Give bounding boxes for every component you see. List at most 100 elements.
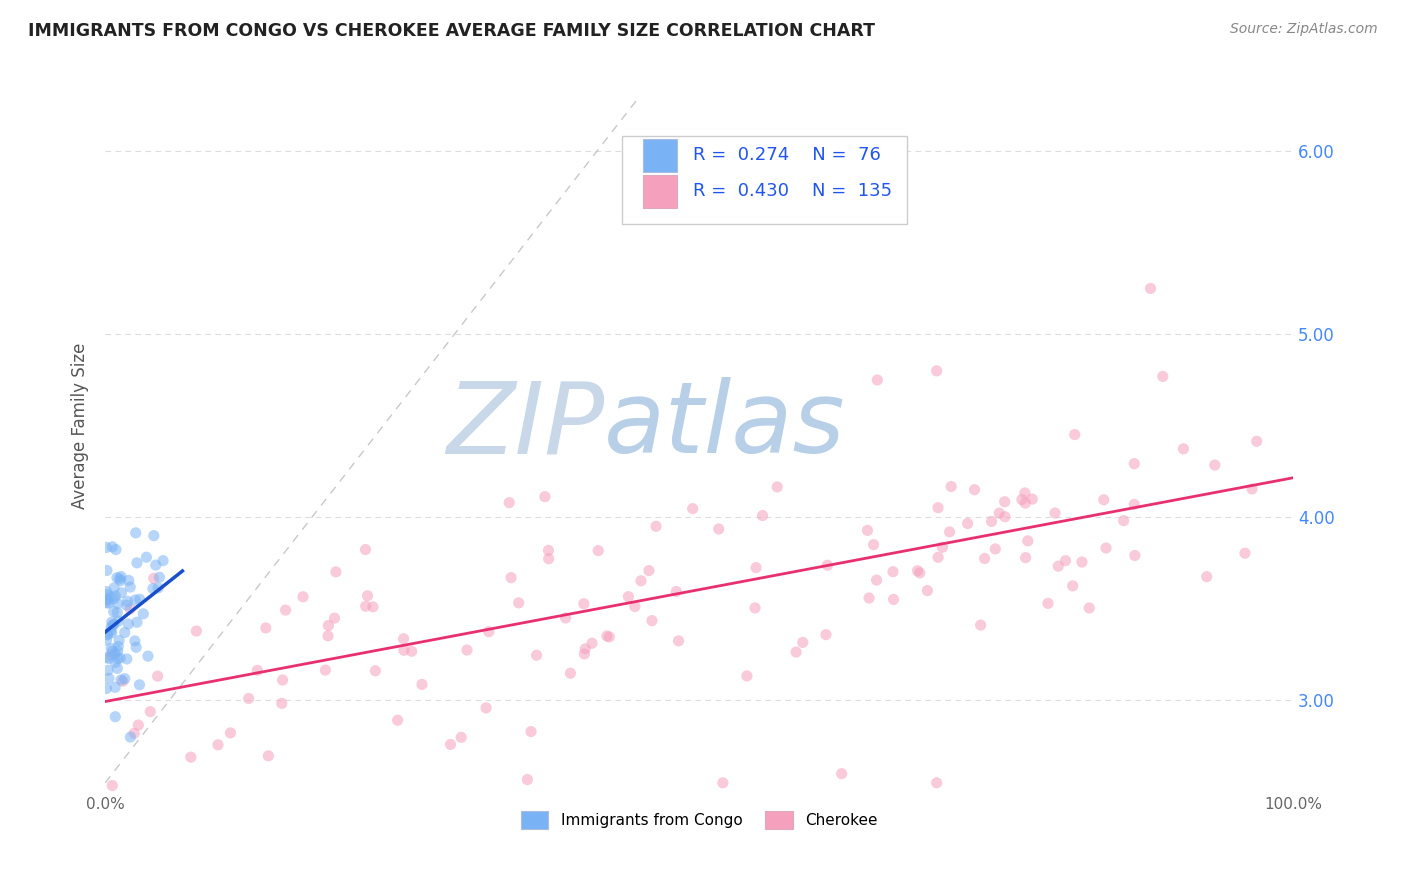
Point [114,625,136,640]
Text: Source: ZipAtlas.com: Source: ZipAtlas.com [1230,22,1378,37]
Point [508,596,530,610]
Point [665,584,688,599]
Point [1204,458,1226,472]
Point [104,647,127,661]
Point [1078,601,1101,615]
Point [1095,541,1118,555]
Point [1054,554,1077,568]
Point [142,571,165,585]
Point [96,596,118,610]
Point [356,589,378,603]
Point [598,630,620,644]
Point [101,615,124,629]
Point [572,597,595,611]
Point [142,528,165,542]
Text: R =  0.430    N =  135: R = 0.430 N = 135 [693,183,893,201]
Point [624,599,647,614]
Point [814,627,837,641]
Point [751,508,773,523]
Point [1043,506,1066,520]
Point [387,713,409,727]
Point [110,569,132,583]
Point [103,581,125,595]
Point [456,643,478,657]
Point [125,525,148,540]
Point [97,628,120,642]
Point [325,565,347,579]
Point [498,496,520,510]
Point [1014,550,1036,565]
Point [107,651,129,665]
Point [152,554,174,568]
Point [831,766,853,780]
Point [103,591,125,606]
Point [537,543,560,558]
Point [1092,492,1115,507]
Point [537,551,560,566]
Point [103,617,125,632]
Point [117,617,139,632]
Point [392,632,415,646]
Point [941,479,963,493]
Point [318,618,340,632]
Point [411,677,433,691]
Point [450,731,472,745]
Point [866,373,889,387]
Point [1112,514,1135,528]
FancyBboxPatch shape [644,176,676,208]
Point [100,641,122,656]
Point [125,615,148,630]
Point [534,490,557,504]
Point [927,500,949,515]
Point [108,651,131,665]
Point [766,480,789,494]
FancyBboxPatch shape [644,138,676,171]
Point [994,509,1017,524]
Point [101,617,124,632]
Point [127,718,149,732]
Point [105,661,128,675]
Point [96,584,118,599]
Point [108,572,131,586]
Point [314,663,336,677]
Point [105,571,128,585]
Point [1062,579,1084,593]
Point [124,634,146,648]
Point [238,691,260,706]
Point [323,611,346,625]
Point [785,645,807,659]
Point [132,607,155,621]
Point [931,540,953,554]
Point [596,629,619,643]
Point [107,644,129,658]
Point [180,750,202,764]
Point [925,364,948,378]
Point [354,542,377,557]
Point [117,594,139,608]
Point [128,592,150,607]
Point [1123,497,1146,511]
Point [617,590,640,604]
Point [96,564,118,578]
Point [120,602,142,616]
Point [858,591,880,605]
Point [865,573,887,587]
Point [645,519,668,533]
Point [927,550,949,565]
Point [96,627,118,641]
Point [100,620,122,634]
Point [364,664,387,678]
Point [100,624,122,638]
Point [104,589,127,603]
Point [186,624,208,638]
Point [96,681,118,696]
Point [883,592,905,607]
Point [1139,281,1161,295]
Point [107,597,129,611]
Point [792,635,814,649]
Point [104,542,127,557]
Point [1047,559,1070,574]
Point [103,605,125,619]
Point [274,603,297,617]
Point [100,590,122,604]
